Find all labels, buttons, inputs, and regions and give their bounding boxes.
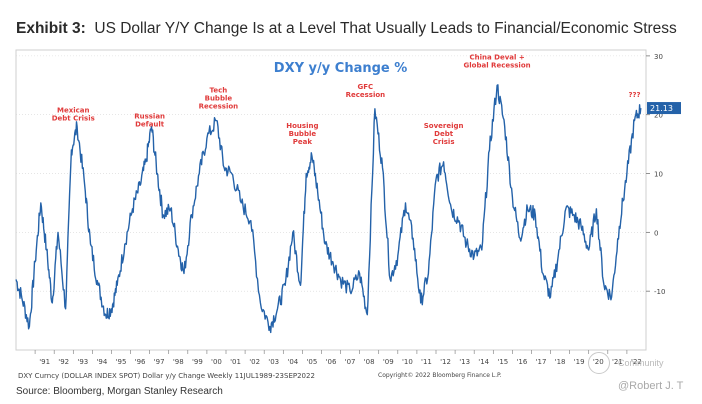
watermark-handle: @Robert J. T bbox=[618, 380, 684, 392]
exhibit-title: Exhibit 3: US Dollar Y/Y Change Is at a … bbox=[16, 20, 696, 38]
chart-copyright: Copyright© 2022 Bloomberg Finance L.P. bbox=[378, 372, 502, 379]
x-tick-label: '94 bbox=[96, 358, 107, 366]
x-tick-label: '18 bbox=[555, 358, 566, 366]
last-value-badge bbox=[647, 102, 681, 115]
x-tick-label: '13 bbox=[459, 358, 470, 366]
x-tick-label: '15 bbox=[497, 358, 508, 366]
x-tick-label: '06 bbox=[326, 358, 337, 366]
x-tick-label: '91 bbox=[39, 358, 50, 366]
annotation-label: Default bbox=[135, 120, 165, 128]
watermark-logo-icon bbox=[588, 352, 610, 374]
y-tick-label: 10 bbox=[654, 171, 663, 179]
x-tick-label: '93 bbox=[77, 358, 88, 366]
y-tick-label: 30 bbox=[654, 53, 663, 61]
annotation-label: Mexican bbox=[57, 106, 90, 114]
x-tick-label: '07 bbox=[345, 358, 356, 366]
x-tick-label: '92 bbox=[58, 358, 69, 366]
annotation-label: Recession bbox=[346, 91, 386, 99]
x-tick-label: '16 bbox=[516, 358, 527, 366]
annotation-label: Peak bbox=[293, 138, 313, 146]
x-tick-label: '00 bbox=[211, 358, 222, 366]
x-tick-label: '05 bbox=[306, 358, 317, 366]
x-tick-label: '22 bbox=[631, 358, 642, 366]
last-value-label: 21.13 bbox=[650, 104, 673, 113]
plot-frame bbox=[15, 49, 647, 351]
annotation-label: Debt bbox=[434, 130, 454, 138]
exhibit-title-text: US Dollar Y/Y Change Is at a Level That … bbox=[94, 20, 677, 37]
annotation-label: ??? bbox=[628, 91, 640, 99]
x-tick-label: '99 bbox=[192, 358, 203, 366]
x-tick-label: '96 bbox=[135, 358, 146, 366]
annotation-label: Bubble bbox=[205, 95, 233, 103]
chart-footer-caption: DXY Curncy (DOLLAR INDEX SPOT) Dollar y/… bbox=[18, 372, 315, 380]
x-tick-label: '08 bbox=[364, 358, 375, 366]
annotation-label: Crisis bbox=[433, 138, 455, 146]
x-tick-label: '04 bbox=[287, 358, 298, 366]
watermark-community: Community bbox=[618, 358, 664, 368]
x-tick-label: '10 bbox=[402, 358, 413, 366]
exhibit-prefix: Exhibit 3: bbox=[16, 20, 86, 37]
annotation-label: Recession bbox=[199, 103, 239, 111]
x-tick-label: '17 bbox=[536, 358, 547, 366]
annotation-label: Russian bbox=[134, 112, 165, 120]
x-tick-label: '02 bbox=[249, 358, 260, 366]
x-tick-label: '09 bbox=[383, 358, 394, 366]
x-tick-label: '19 bbox=[574, 358, 585, 366]
x-tick-label: '12 bbox=[440, 358, 451, 366]
x-tick-label: '97 bbox=[154, 358, 165, 366]
annotation-label: Global Recession bbox=[464, 62, 531, 70]
x-tick-label: '98 bbox=[173, 358, 184, 366]
chart-title: DXY y/y Change % bbox=[274, 61, 407, 76]
dxy-series-line bbox=[15, 84, 642, 334]
x-tick-label: '03 bbox=[268, 358, 279, 366]
x-tick-label: '95 bbox=[116, 358, 127, 366]
x-tick-label: '01 bbox=[230, 358, 241, 366]
x-tick-label: '14 bbox=[478, 358, 489, 366]
annotation-label: Debt Crisis bbox=[52, 114, 95, 122]
y-tick-label: -10 bbox=[654, 288, 665, 296]
annotation-label: China Deval + bbox=[469, 54, 524, 62]
y-tick-label: 0 bbox=[654, 229, 658, 237]
annotation-label: Sovereign bbox=[424, 122, 464, 130]
source-note: Source: Bloomberg, Morgan Stanley Resear… bbox=[16, 386, 223, 397]
y-tick-label: 20 bbox=[654, 112, 663, 120]
x-tick-label: '21 bbox=[612, 358, 623, 366]
annotation-label: Bubble bbox=[289, 130, 317, 138]
x-tick-label: '11 bbox=[421, 358, 432, 366]
annotation-label: Housing bbox=[286, 122, 318, 130]
annotation-label: Tech bbox=[209, 87, 227, 95]
annotation-label: GFC bbox=[358, 83, 374, 91]
